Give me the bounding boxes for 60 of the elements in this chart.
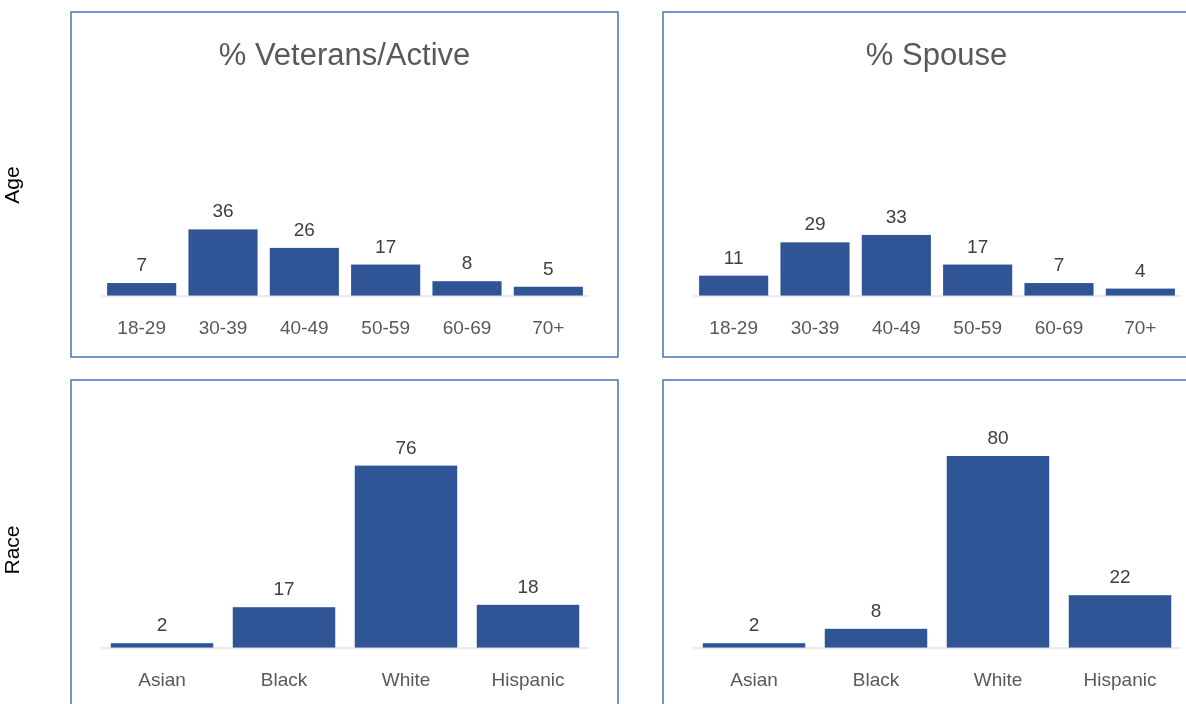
bar <box>351 264 421 296</box>
chart-title: % Veterans/Active <box>218 37 471 72</box>
x-tick-label: Hispanic <box>491 669 565 690</box>
bar <box>269 247 339 296</box>
bar <box>946 456 1050 648</box>
y-axis-title: Age <box>0 166 23 204</box>
data-label: 17 <box>967 235 989 257</box>
bar <box>188 229 258 296</box>
data-label: 8 <box>461 252 473 274</box>
bar <box>432 281 502 296</box>
data-label: 26 <box>293 218 315 240</box>
data-label: 8 <box>870 599 882 621</box>
data-label: 22 <box>1109 566 1131 588</box>
y-axis-title: Race <box>0 525 23 575</box>
x-tick-label: Black <box>260 669 308 690</box>
data-label: 5 <box>543 257 554 279</box>
bar <box>861 234 931 296</box>
bar <box>107 283 177 296</box>
data-label: 7 <box>1053 254 1065 276</box>
data-label: 33 <box>885 205 907 227</box>
x-tick-label: 50-59 <box>953 317 1002 338</box>
chart-title: % Spouse <box>865 37 1008 72</box>
data-label: 29 <box>804 213 826 235</box>
x-tick-label: 18-29 <box>709 317 758 338</box>
bar <box>354 465 458 648</box>
x-tick-label: 70+ <box>532 317 565 338</box>
x-tick-label: 30-39 <box>198 317 248 338</box>
x-tick-label: 50-59 <box>361 317 410 338</box>
data-label: 36 <box>212 200 234 222</box>
data-label: 7 <box>136 254 147 276</box>
bar <box>476 604 580 648</box>
bar <box>780 242 850 296</box>
x-tick-label: Black <box>852 669 900 690</box>
bar <box>1068 595 1172 648</box>
x-tick-label: 60-69 <box>442 317 492 338</box>
data-label: 2 <box>156 614 168 636</box>
x-tick-label: White <box>973 669 1023 690</box>
bar <box>699 275 769 296</box>
x-tick-label: Asian <box>138 669 186 690</box>
bar <box>1024 283 1094 296</box>
data-label: 17 <box>375 235 397 257</box>
data-label: 76 <box>395 436 417 458</box>
data-label: 2 <box>748 614 760 636</box>
x-tick-label: 40-49 <box>872 317 921 338</box>
data-label: 17 <box>273 578 295 600</box>
data-label: 80 <box>987 427 1009 448</box>
x-tick-label: White <box>381 669 431 690</box>
bar <box>824 628 928 648</box>
x-tick-label: 30-39 <box>790 317 840 338</box>
data-label: 4 <box>1135 259 1147 281</box>
x-tick-label: Asian <box>730 669 778 690</box>
x-tick-label: 60-69 <box>1034 317 1084 338</box>
x-tick-label: Hispanic <box>1083 669 1157 690</box>
data-label: 11 <box>723 246 744 268</box>
x-tick-label: 40-49 <box>280 317 329 338</box>
bar <box>943 264 1013 296</box>
x-tick-label: 70+ <box>1124 317 1157 338</box>
bar <box>232 607 336 648</box>
data-label: 18 <box>517 575 539 597</box>
x-tick-label: 18-29 <box>117 317 166 338</box>
